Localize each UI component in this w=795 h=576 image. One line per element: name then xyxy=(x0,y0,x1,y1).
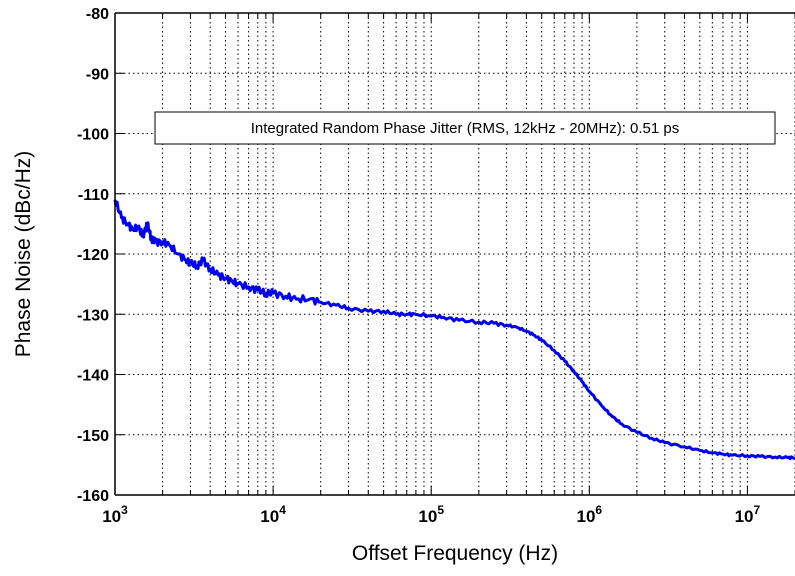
y-tick-label: -80 xyxy=(86,6,109,23)
y-tick-label: -140 xyxy=(77,368,109,385)
y-axis-title: Phase Noise (dBc/Hz) xyxy=(12,151,35,358)
x-tick-label: 106 xyxy=(577,503,603,526)
x-tick-label: 107 xyxy=(735,503,761,526)
y-tick-labels: -80 -90 -100 -110 -120 -130 -140 -150 -160 xyxy=(77,6,109,505)
jitter-annotation: Integrated Random Phase Jitter (RMS, 12k… xyxy=(154,111,776,145)
y-tick-label: -90 xyxy=(86,66,109,83)
annotation-box xyxy=(154,111,776,145)
y-tick-label: -100 xyxy=(77,127,109,144)
y-tick-label: -150 xyxy=(77,428,109,445)
x-axis-title: Offset Frequency (Hz) xyxy=(352,542,558,565)
x-tick-label: 104 xyxy=(260,503,286,526)
x-tick-label: 105 xyxy=(418,503,444,526)
y-tick-label: -120 xyxy=(77,247,109,264)
x-tick-label: 103 xyxy=(102,503,128,526)
y-tick-label: -110 xyxy=(78,187,109,204)
annotation-text: Integrated Random Phase Jitter (RMS, 12k… xyxy=(251,120,680,137)
series-line-phase-noise xyxy=(113,199,795,461)
plot-area xyxy=(115,13,795,495)
y-tick-label: -160 xyxy=(77,488,109,505)
y-tick-label: -130 xyxy=(77,307,109,324)
x-tick-labels: 103 104 105 106 107 xyxy=(102,503,760,526)
